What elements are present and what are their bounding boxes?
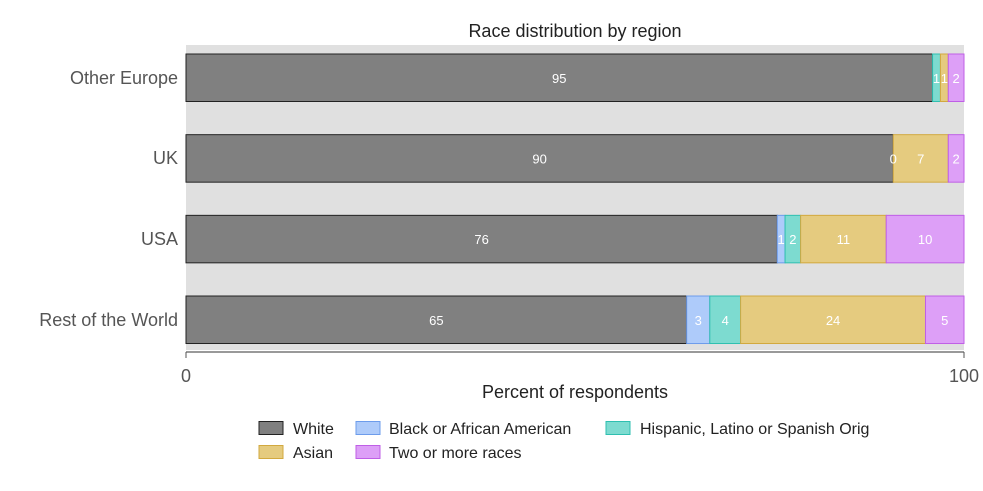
legend-item-asian: Asian bbox=[258, 445, 333, 462]
bar-segment-rest-of-the-world-asian bbox=[740, 295, 926, 345]
bar-segment-uk-two-or-more-races bbox=[947, 134, 965, 183]
legend-label-white: White bbox=[293, 421, 334, 438]
category-label-rest-of-the-world: Rest of the World bbox=[39, 310, 178, 330]
x-tick-label-0: 0 bbox=[181, 366, 191, 386]
bar-segment-usa-two-or-more-races bbox=[885, 214, 965, 264]
category-label-uk: UK bbox=[153, 148, 178, 168]
data-label-other-europe-white: 95 bbox=[552, 71, 566, 86]
bar-segment-rest-of-the-world-hispanic-latino-or-spanish-orig bbox=[709, 295, 742, 345]
data-label-uk-two-or-more-races: 2 bbox=[953, 151, 960, 166]
data-label-rest-of-the-world-black-or-african-american: 3 bbox=[695, 313, 702, 328]
x-axis-title: Percent of respondents bbox=[482, 382, 668, 402]
legend-label-two-or-more-races: Two or more races bbox=[389, 445, 521, 462]
data-label-other-europe-hispanic-latino-or-spanish-orig: 1 bbox=[933, 71, 940, 86]
x-axis: 0 100 Percent of respondents bbox=[181, 351, 979, 402]
legend-item-white: White bbox=[258, 421, 334, 438]
legend-swatch-black-or-african-american bbox=[355, 421, 381, 435]
data-label-other-europe-two-or-more-races: 2 bbox=[953, 71, 960, 86]
legend-swatch-hispanic-latino-or-spanish-orig bbox=[605, 421, 631, 435]
bar-segment-uk-white bbox=[185, 134, 894, 183]
legend-swatch-asian bbox=[258, 445, 284, 459]
data-label-usa-hispanic-latino-or-spanish-orig: 2 bbox=[789, 232, 796, 247]
category-label-other-europe: Other Europe bbox=[70, 68, 178, 88]
data-label-usa-two-or-more-races: 10 bbox=[918, 232, 932, 247]
legend-item-hispanic-latino-or-spanish-orig: Hispanic, Latino or Spanish Orig bbox=[605, 421, 869, 438]
data-label-uk-hispanic-latino-or-spanish-orig: 0 bbox=[890, 151, 897, 166]
data-label-other-europe-asian: 1 bbox=[941, 71, 948, 86]
data-label-usa-asian: 11 bbox=[837, 232, 851, 247]
data-label-uk-asian: 7 bbox=[917, 151, 924, 166]
data-label-rest-of-the-world-hispanic-latino-or-spanish-orig: 4 bbox=[722, 313, 729, 328]
data-label-rest-of-the-world-white: 65 bbox=[429, 313, 443, 328]
chart-title: Race distribution by region bbox=[468, 21, 681, 41]
legend-label-hispanic-latino-or-spanish-orig: Hispanic, Latino or Spanish Orig bbox=[640, 421, 869, 438]
legend-label-black-or-african-american: Black or African American bbox=[389, 421, 571, 438]
legend-item-black-or-african-american: Black or African American bbox=[355, 421, 571, 438]
data-label-uk-white: 90 bbox=[532, 151, 546, 166]
legend-label-asian: Asian bbox=[293, 445, 333, 462]
legend-item-two-or-more-races: Two or more races bbox=[355, 445, 521, 462]
bar-segment-other-europe-white bbox=[185, 53, 934, 102]
legend-swatch-white bbox=[258, 421, 284, 435]
legend: White Black or African American Hispanic… bbox=[258, 421, 869, 462]
data-label-rest-of-the-world-asian: 24 bbox=[826, 313, 840, 328]
category-label-usa: USA bbox=[141, 229, 178, 249]
bar-segment-rest-of-the-world-two-or-more-races bbox=[924, 295, 965, 345]
x-tick-label-100: 100 bbox=[949, 366, 979, 386]
bar-segment-other-europe-two-or-more-races bbox=[947, 53, 965, 102]
legend-swatch-two-or-more-races bbox=[355, 445, 381, 459]
data-label-usa-black-or-african-american: 1 bbox=[778, 232, 785, 247]
category-labels: Other Europe UK USA Rest of the World bbox=[39, 68, 178, 330]
bar-segments bbox=[185, 53, 965, 345]
data-label-rest-of-the-world-two-or-more-races: 5 bbox=[941, 313, 948, 328]
bar-segment-rest-of-the-world-white bbox=[185, 295, 688, 345]
data-label-usa-white: 76 bbox=[474, 232, 488, 247]
